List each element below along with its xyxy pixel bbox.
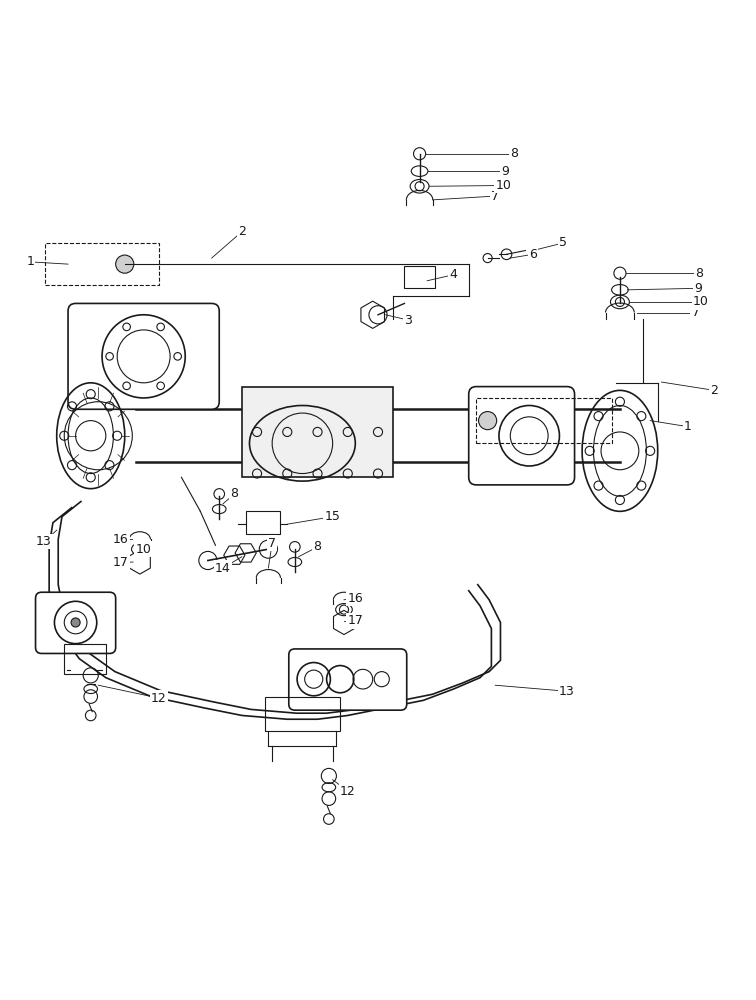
Text: 6: 6 [529, 248, 537, 261]
Bar [404, 266, 435, 288]
Text: 9: 9 [694, 282, 702, 295]
Text: 15: 15 [325, 510, 340, 523]
Text: 9: 9 [501, 165, 509, 178]
Text: 10: 10 [496, 179, 511, 192]
Text: 12: 12 [340, 785, 355, 798]
Bar [45, 243, 159, 285]
Text: 2: 2 [711, 384, 718, 397]
Text: 13: 13 [36, 535, 51, 548]
FancyBboxPatch shape [469, 387, 575, 485]
Bar [64, 644, 106, 674]
Text: 3: 3 [404, 314, 412, 327]
Text: 7: 7 [491, 190, 499, 203]
Text: 16: 16 [348, 592, 363, 605]
Bar [265, 697, 340, 731]
Text: 10: 10 [136, 543, 151, 556]
Text: 7: 7 [268, 537, 276, 550]
Text: 7: 7 [692, 306, 699, 319]
Text: 17: 17 [348, 614, 363, 627]
Circle shape [479, 412, 497, 430]
Circle shape [116, 255, 134, 273]
Bar [242, 387, 393, 477]
Text: 8: 8 [314, 540, 321, 553]
Text: 16: 16 [113, 533, 129, 546]
Text: 5: 5 [559, 236, 567, 249]
FancyBboxPatch shape [36, 592, 116, 653]
Text: 1: 1 [26, 255, 34, 268]
Text: 8: 8 [696, 267, 703, 280]
Text: 1: 1 [684, 420, 692, 433]
Bar [476, 398, 612, 443]
Text: 4: 4 [450, 268, 457, 281]
Text: 8: 8 [510, 147, 518, 160]
Text: 8: 8 [231, 487, 238, 500]
FancyBboxPatch shape [68, 303, 219, 409]
Text: 14: 14 [215, 562, 231, 575]
Text: 13: 13 [559, 685, 575, 698]
Text: 12: 12 [151, 692, 166, 705]
Text: 10: 10 [693, 295, 708, 308]
FancyBboxPatch shape [289, 649, 407, 710]
Bar [246, 511, 280, 534]
Circle shape [71, 618, 80, 627]
Text: 17: 17 [113, 556, 129, 569]
Text: 2: 2 [238, 225, 246, 238]
